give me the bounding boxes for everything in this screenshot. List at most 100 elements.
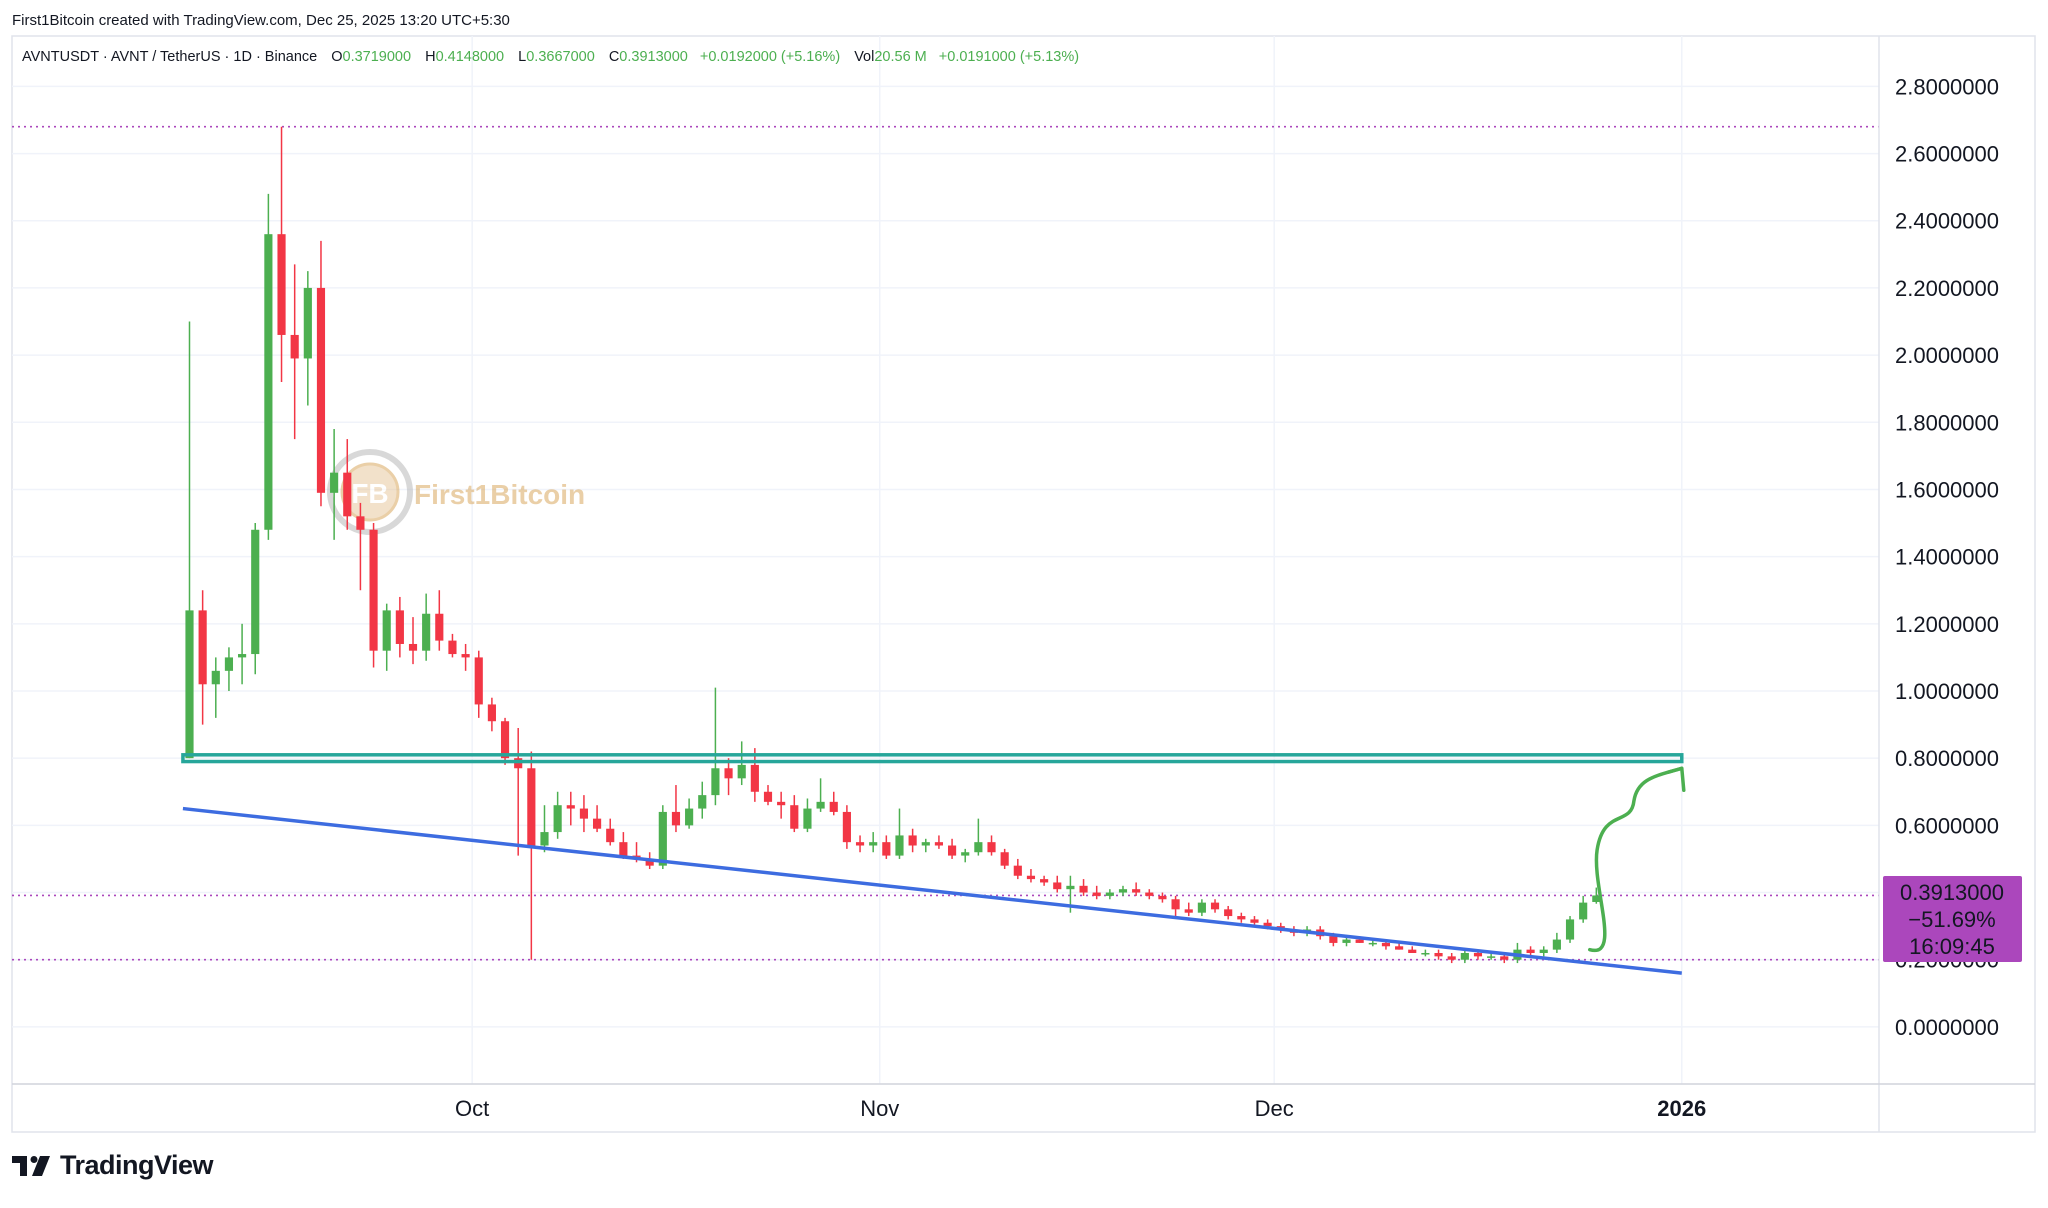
candle-body-down [527, 768, 536, 846]
legend-high: 0.4148000 [436, 49, 505, 65]
candle-body-down [606, 828, 615, 843]
candle-body-up [895, 835, 904, 856]
candle-body-down [474, 657, 483, 705]
candle-body-down [1395, 946, 1404, 950]
legend-change: +0.0192000 (+5.16%) [700, 49, 840, 65]
candle-body-up [711, 768, 720, 796]
legend-symbol: AVNTUSDT · AVNT / TetherUS · 1D · Binanc… [22, 49, 317, 65]
candle-body-up [698, 795, 707, 809]
price-tick-label: 2.6000000 [1895, 142, 1999, 167]
candle-body-down [579, 808, 589, 819]
tradingview-logo[interactable]: TradingView [12, 1150, 214, 1181]
candle-body-down [448, 640, 457, 655]
legend-vol-label: Vol [854, 49, 874, 65]
price-badge-change: −51.69% [1908, 907, 1995, 932]
price-tick-label: 2.8000000 [1895, 74, 1999, 99]
legend-low-label: L [518, 49, 526, 65]
price-tick-label: 2.0000000 [1895, 343, 1999, 368]
legend-vol-change: +0.0191000 (+5.13%) [939, 49, 1079, 65]
tradingview-mark-icon [12, 1155, 50, 1176]
candle-body-down [343, 472, 352, 517]
price-tick-label: 1.2000000 [1895, 612, 1999, 637]
price-badge-countdown: 16:09:45 [1909, 934, 1995, 959]
candle-body-up [330, 472, 339, 493]
candle-body-down [1132, 889, 1141, 893]
price-tick-label: 0.6000000 [1895, 813, 1999, 838]
legend-open: 0.3719000 [343, 49, 412, 65]
drawings[interactable] [181, 753, 1686, 975]
candle-body-up [1342, 939, 1351, 943]
candle-body-down [566, 805, 575, 809]
price-tick-label: 1.4000000 [1895, 545, 1999, 570]
candle-body-up [974, 842, 983, 853]
candle-body-up [251, 529, 260, 655]
candle-body-down [1000, 852, 1009, 866]
candle-body-down [908, 835, 917, 846]
legend-high-label: H [425, 49, 435, 65]
candle-body-down [947, 845, 957, 856]
candle-body-down [724, 768, 733, 779]
candle-body-down [1237, 916, 1246, 920]
candle-body-down [277, 234, 286, 335]
candle-body-down [1355, 939, 1364, 943]
candle-body-up [303, 287, 312, 359]
candle-body-down [1013, 865, 1022, 876]
descending-trendline [182, 806, 1682, 975]
time-tick-label: Nov [860, 1096, 899, 1121]
candle-body-up [1368, 942, 1377, 945]
chart-frame [11, 35, 2036, 1133]
candle-body-down [1447, 956, 1456, 960]
time-tick-label: 2026 [1657, 1096, 1706, 1121]
candle-body-down [1184, 909, 1193, 913]
watermark-coin-inner [340, 462, 400, 522]
price-badge-bg [1883, 876, 2022, 962]
candle-body-down [1408, 949, 1417, 953]
candle-body-down [671, 811, 681, 826]
candle-body-down [934, 842, 944, 846]
candle-body-down [645, 858, 654, 866]
price-tick-label: 1.8000000 [1895, 410, 1999, 435]
candle-body-up [540, 832, 549, 846]
candle-body-down [855, 842, 865, 846]
price-badge: 0.3913000 −51.69% 16:09:45 [1883, 876, 2022, 962]
legend-open-label: O [331, 49, 342, 65]
watermark: FB First1Bitcoin [327, 449, 585, 535]
candle-body-down [290, 334, 299, 359]
candle-body-down [1473, 953, 1483, 957]
ohlc-legend: AVNTUSDT · AVNT / TetherUS · 1D · Binanc… [22, 49, 1079, 65]
candle-body-up [1565, 919, 1575, 940]
candle-body-up [869, 842, 878, 846]
candle-body-down [1040, 879, 1049, 883]
candle-body-down [356, 516, 365, 530]
candle-body-down [1053, 882, 1062, 890]
watermark-monogram: FB [351, 478, 388, 509]
candle-body-down [1500, 956, 1509, 960]
candle-body-down [1526, 949, 1535, 953]
legend-low: 0.3667000 [526, 49, 595, 65]
candle-body-up [1552, 939, 1561, 950]
price-tick-label: 1.0000000 [1895, 679, 1999, 704]
price-tick-label: 1.6000000 [1895, 477, 1999, 502]
price-badge-price: 0.3913000 [1900, 880, 2004, 905]
price-tick-label: 2.4000000 [1895, 209, 1999, 234]
candle-body-down [763, 791, 773, 802]
candle-body-up [185, 610, 194, 759]
time-axis[interactable]: Oct Nov Dec 2026 [455, 1096, 1706, 1121]
candle-body-down [316, 287, 326, 493]
candle-body-up [553, 805, 562, 833]
price-tick-label: 2.2000000 [1895, 276, 1999, 301]
horizontal-lines [12, 125, 1879, 961]
time-tick-label: Oct [455, 1096, 489, 1121]
candle-body-up [803, 808, 812, 829]
candle-body-down [435, 613, 444, 641]
candle-body-up [658, 811, 667, 866]
candle-body-down [408, 643, 418, 651]
candle-body-down [1026, 875, 1036, 880]
candles[interactable] [185, 126, 1601, 964]
candle-body-down [750, 764, 759, 792]
legend-vol: 20.56 M [874, 49, 926, 65]
support-zone-rect [181, 753, 1684, 764]
candle-body-up [1460, 953, 1469, 960]
candle-body-up [1487, 956, 1496, 958]
